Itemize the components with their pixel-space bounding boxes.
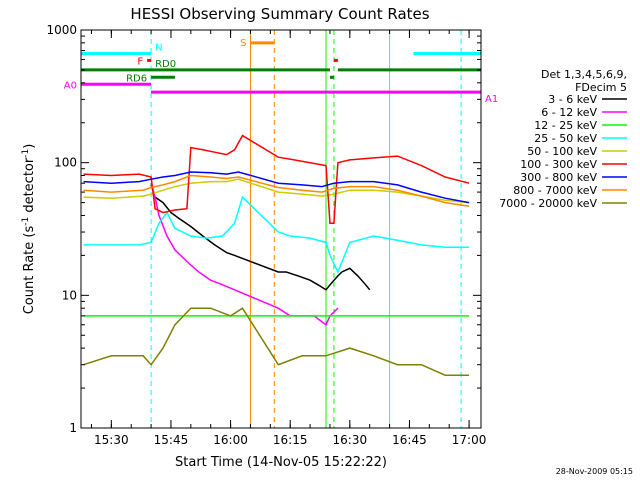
- series-line-6: [83, 171, 470, 204]
- plot-frame: [80, 29, 482, 429]
- x-tick-label-2: 16:00: [213, 433, 248, 447]
- flag-label-rd0: RD0: [155, 59, 176, 70]
- y-tick-label-0: 1: [69, 421, 77, 435]
- flag-label-a0: A0: [64, 80, 77, 91]
- series-line-3: [83, 195, 470, 274]
- series-line-1: [150, 182, 339, 326]
- plot-lines: [80, 30, 462, 428]
- x-axis-label: Start Time (14-Nov-05 15:22:22): [175, 455, 387, 470]
- legend-label-0: 3 - 6 keV: [548, 93, 597, 106]
- y-label-sup1: -1: [21, 217, 31, 226]
- x-tick-label-4: 16:30: [333, 433, 368, 447]
- series-line-8: [83, 307, 470, 376]
- y-label-sup2: -1: [21, 149, 31, 158]
- flag-label-f: F: [137, 56, 143, 67]
- x-tick-label-3: 16:15: [273, 433, 308, 447]
- series-line-7: [83, 174, 470, 207]
- series-group: [83, 134, 470, 376]
- legend-label-1: 6 - 12 keV: [541, 106, 597, 119]
- legend-label-4: 50 - 100 keV: [527, 145, 597, 158]
- y-tick-label-3: 1000: [46, 23, 77, 37]
- flag-label-a1: A1: [485, 94, 498, 105]
- y-label-mid: detector: [22, 157, 37, 217]
- series-line-5: [83, 134, 470, 224]
- x-tick-label-0: 15:30: [94, 433, 129, 447]
- flag-label-rd6: RD6: [126, 73, 147, 84]
- legend-label-3: 25 - 50 keV: [534, 132, 597, 145]
- series-line-0: [150, 184, 371, 291]
- y-label-end: ): [22, 144, 37, 149]
- y-tick-label-1: 10: [62, 288, 77, 302]
- x-tick-label-5: 16:45: [392, 433, 427, 447]
- legend-header-line-2: FDecim 5: [575, 81, 627, 94]
- flag-bars: N F RD0 RD6 A0 A1 S: [64, 38, 498, 105]
- y-axis: 1 10 100 1000: [46, 23, 481, 435]
- timestamp: 28-Nov-2009 05:15: [556, 467, 633, 476]
- flag-label-n: N: [155, 43, 162, 54]
- legend-label-6: 300 - 800 keV: [520, 171, 597, 184]
- y-tick-label-2: 100: [54, 156, 77, 170]
- chart-title: HESSI Observing Summary Count Rates: [130, 5, 429, 23]
- x-tick-label-6: 17:00: [452, 433, 487, 447]
- legend-label-8: 7000 - 20000 keV: [499, 197, 597, 210]
- legend-label-7: 800 - 7000 keV: [513, 184, 597, 197]
- y-label-main: Count Rate (s: [22, 226, 37, 315]
- legend-label-5: 100 - 300 keV: [520, 158, 597, 171]
- legend-header-line-1: Det 1,3,4,5,6,9,: [541, 68, 627, 81]
- legend-label-2: 12 - 25 keV: [534, 119, 597, 132]
- x-axis: 15:30 15:45 16:00 16:15 16:30 16:45 17:00: [90, 30, 487, 447]
- y-axis-label: Count Rate (s-1 detector-1): [21, 144, 37, 315]
- x-tick-label-1: 15:45: [154, 433, 189, 447]
- flag-label-s: S: [240, 38, 246, 49]
